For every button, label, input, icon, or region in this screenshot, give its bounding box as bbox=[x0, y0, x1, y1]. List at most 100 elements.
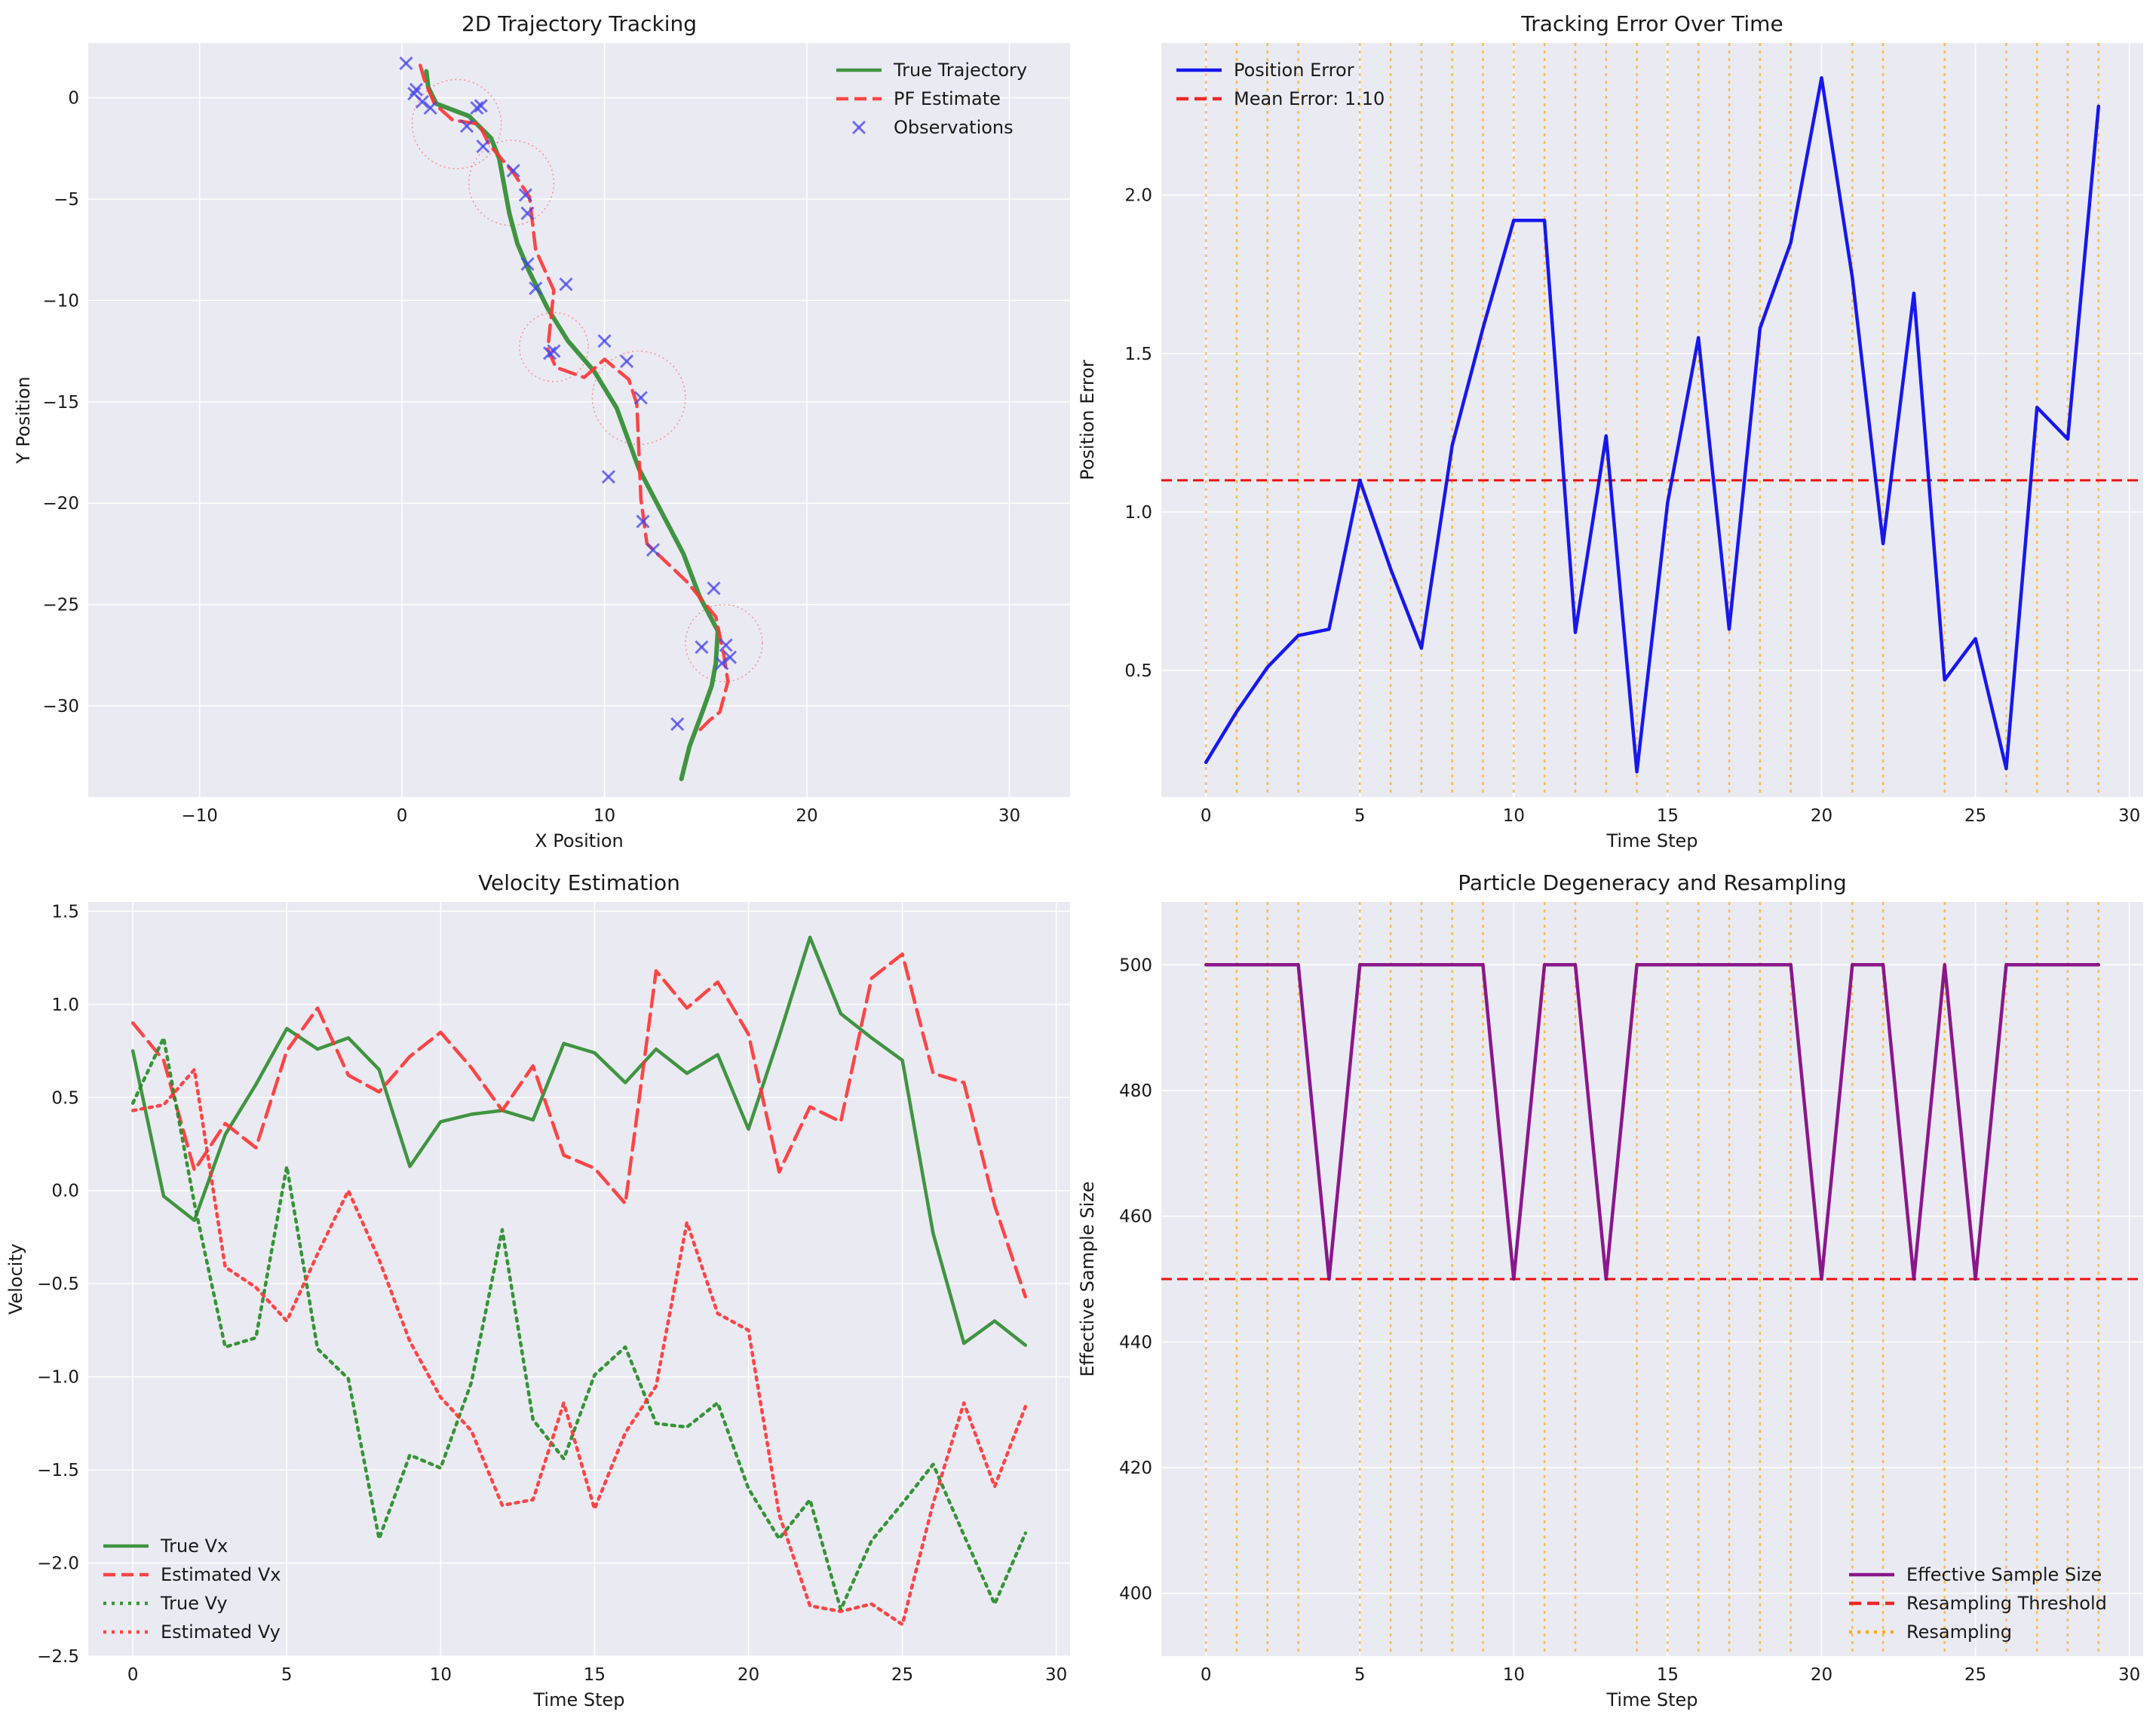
legend-label: Effective Sample Size bbox=[1906, 1564, 2102, 1585]
x-tick-label: 10 bbox=[1503, 806, 1525, 826]
y-tick-label: −5 bbox=[54, 190, 79, 210]
y-tick-label: −2.0 bbox=[37, 1554, 79, 1574]
y-tick-label: −10 bbox=[42, 291, 79, 311]
plot-marks bbox=[1161, 43, 2143, 797]
chart-panel-2: 0 5 10 15 20 25 30 0.5 1.0 1.5 2.0 Tracking Error O… bbox=[1077, 11, 2143, 851]
observation-point bbox=[559, 277, 573, 291]
observation-stroke bbox=[636, 514, 650, 529]
y-axis-label: Position Error bbox=[1077, 360, 1098, 480]
series-line-estimated-vx bbox=[130, 952, 1028, 1299]
uncertainty-circle bbox=[685, 603, 763, 683]
y-tick-label: 420 bbox=[1119, 1459, 1152, 1478]
y-tick-label: −1.5 bbox=[37, 1461, 79, 1480]
y-tick-label: 0.0 bbox=[51, 1182, 79, 1201]
x-tick-label: 10 bbox=[1503, 1665, 1525, 1685]
legend-label: Mean Error: 1.10 bbox=[1234, 88, 1385, 109]
series-line-estimated-vy bbox=[130, 1067, 1028, 1627]
uncertainty-circle bbox=[411, 78, 502, 170]
legend-label: True Vx bbox=[160, 1535, 228, 1557]
observation-point bbox=[601, 470, 615, 484]
plot-area bbox=[88, 902, 1070, 1656]
x-axis-label: Time Step bbox=[1605, 830, 1698, 851]
observation-point bbox=[506, 164, 520, 178]
x-tick-label: 0 bbox=[1201, 1665, 1212, 1685]
legend-label: Resampling bbox=[1906, 1621, 2012, 1643]
x-tick-label: 15 bbox=[584, 1665, 606, 1685]
x-tick-label: 20 bbox=[796, 806, 817, 826]
x-axis-label: Time Step bbox=[1605, 1689, 1698, 1710]
observation-stroke bbox=[470, 100, 484, 115]
observation-stroke bbox=[722, 650, 738, 664]
legend: Effective Sample Size Resampling Threshol… bbox=[1849, 1564, 2107, 1643]
series-line-pf-estimate bbox=[419, 63, 730, 735]
observation-point bbox=[620, 354, 634, 369]
x-tick-label: 0 bbox=[1201, 806, 1212, 826]
x-axis-label: X Position bbox=[535, 830, 624, 851]
y-tick-label: 2.0 bbox=[1124, 186, 1152, 206]
y-tick-label: 0 bbox=[68, 89, 79, 109]
x-tick-label: 30 bbox=[2118, 806, 2140, 826]
legend: True Vx Estimated Vx True Vy Estimated Vy bbox=[103, 1535, 281, 1643]
y-tick-label: 1.5 bbox=[1124, 345, 1152, 364]
x-tick-label: 10 bbox=[593, 806, 615, 826]
x-tick-label: −10 bbox=[181, 806, 218, 826]
observation-stroke bbox=[719, 638, 733, 652]
x-tick-label: 5 bbox=[1354, 1665, 1366, 1685]
observation-stroke bbox=[407, 87, 422, 101]
legend-label: Estimated Vy bbox=[161, 1621, 281, 1643]
y-axis-label: Velocity bbox=[5, 1244, 26, 1315]
observation-stroke bbox=[518, 188, 532, 202]
series-line-true-vy bbox=[130, 1035, 1028, 1612]
observation-stroke bbox=[559, 277, 573, 291]
observation-point bbox=[476, 140, 490, 154]
x-tick-label: 15 bbox=[1657, 806, 1679, 826]
y-tick-label: 400 bbox=[1119, 1584, 1152, 1604]
legend: Position Error Mean Error: 1.10 bbox=[1176, 60, 1385, 109]
x-tick-label: 30 bbox=[998, 806, 1020, 826]
observation-point bbox=[597, 334, 612, 348]
observation-stroke bbox=[547, 344, 561, 358]
observation-point bbox=[547, 344, 561, 358]
observation-stroke bbox=[597, 334, 612, 348]
legend-marker bbox=[851, 120, 866, 135]
chart-title: Velocity Estimation bbox=[478, 870, 680, 895]
legend-label: Resampling Threshold bbox=[1906, 1593, 2107, 1614]
y-tick-label: 440 bbox=[1119, 1333, 1152, 1352]
y-tick-label: 480 bbox=[1119, 1081, 1152, 1101]
plot-area bbox=[1161, 43, 2143, 797]
series-line-position-error bbox=[1204, 75, 2101, 774]
x-tick-label: 10 bbox=[430, 1665, 452, 1685]
observation-point bbox=[633, 391, 648, 405]
legend-label: True Vy bbox=[160, 1593, 228, 1614]
y-tick-label: −1.0 bbox=[37, 1368, 79, 1388]
x-tick-label: 0 bbox=[127, 1665, 139, 1685]
y-tick-label: 1.5 bbox=[51, 902, 79, 922]
x-tick-label: 5 bbox=[1354, 806, 1366, 826]
observation-point bbox=[529, 281, 543, 296]
observation-point bbox=[423, 100, 437, 115]
y-tick-label: −2.5 bbox=[37, 1647, 79, 1667]
observation-stroke bbox=[476, 140, 490, 154]
legend-label: True Trajectory bbox=[893, 60, 1027, 81]
observation-point bbox=[719, 638, 733, 652]
chart-panel-1: −10 0 10 20 30 0 −5 −10 −15 −20 −25 −30 2D Trajector… bbox=[13, 11, 1070, 851]
chart-panel-4: 0 5 10 15 20 25 30 400 420 440 460 480 500 Particle D… bbox=[1077, 870, 2143, 1710]
observation-point bbox=[474, 99, 488, 113]
observation-stroke bbox=[459, 119, 474, 133]
plot-marks bbox=[1161, 902, 2143, 1656]
observation-stroke bbox=[409, 82, 423, 97]
series-line-true-vx bbox=[130, 935, 1028, 1347]
observation-stroke bbox=[707, 581, 721, 596]
x-tick-label: 30 bbox=[1045, 1665, 1067, 1685]
observation-stroke bbox=[715, 656, 729, 670]
observation-point bbox=[695, 640, 709, 655]
y-tick-label: 0.5 bbox=[1124, 661, 1152, 681]
chart-title: Particle Degeneracy and Resampling bbox=[1458, 870, 1847, 895]
observation-point bbox=[715, 656, 729, 670]
observation-point bbox=[646, 542, 661, 557]
x-tick-label: 20 bbox=[738, 1665, 759, 1685]
legend-label: Estimated Vx bbox=[161, 1564, 281, 1585]
y-tick-label: −25 bbox=[42, 596, 79, 615]
observation-point bbox=[409, 82, 423, 97]
y-tick-label: 0.5 bbox=[51, 1088, 79, 1108]
